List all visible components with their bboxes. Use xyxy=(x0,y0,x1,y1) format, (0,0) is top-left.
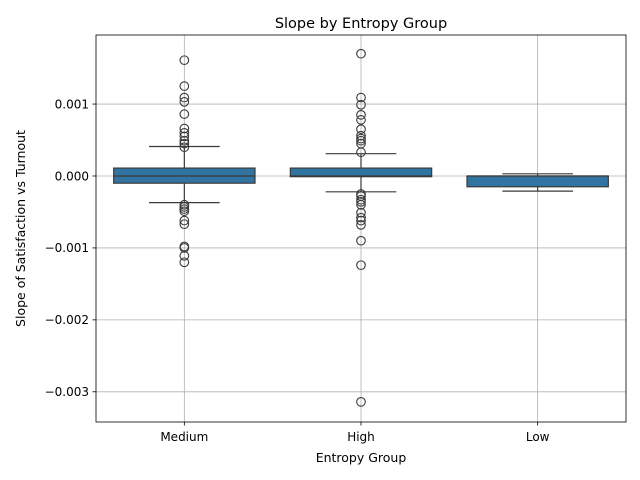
outlier-point xyxy=(356,124,366,135)
axis-ticks: 0.001 0.000 −0.001 −0.002 −0.003 Medium High Lo… xyxy=(45,97,550,444)
x-tick-label: Medium xyxy=(160,430,208,444)
x-tick-label: Low xyxy=(526,430,550,444)
outlier-point xyxy=(179,135,190,146)
box-high xyxy=(289,48,433,407)
outlier-point xyxy=(356,260,366,271)
y-tick-label: 0.000 xyxy=(55,169,89,183)
outlier-point xyxy=(179,109,190,119)
outlier-point xyxy=(356,147,366,158)
box-medium xyxy=(113,55,256,268)
outlier-point xyxy=(356,235,366,246)
chart-title: Slope by Entropy Group xyxy=(275,16,447,32)
iqr-box xyxy=(466,175,609,188)
outlier-point xyxy=(356,212,366,223)
outlier-point xyxy=(179,123,190,134)
outlier-point xyxy=(179,206,190,217)
outlier-point xyxy=(179,131,190,142)
outlier-point xyxy=(179,97,190,107)
outlier-point xyxy=(356,215,366,226)
outlier-point xyxy=(179,257,190,268)
outlier-point xyxy=(179,81,190,91)
box-group xyxy=(113,48,609,407)
x-tick-label: High xyxy=(347,430,375,444)
outlier-point xyxy=(356,92,366,103)
outlier-point xyxy=(356,207,366,218)
outlier-point xyxy=(356,109,366,120)
y-axis-label: Slope of Satisfaction vs Turnout xyxy=(13,130,28,327)
outlier-point xyxy=(356,220,366,230)
outlier-point xyxy=(179,127,190,138)
outlier-point xyxy=(179,243,190,253)
outlier-point xyxy=(356,99,366,110)
outlier-point xyxy=(179,142,190,153)
y-tick-label: −0.003 xyxy=(45,385,89,399)
box-low xyxy=(466,173,609,192)
outlier-point xyxy=(179,215,190,226)
y-tick-label: −0.001 xyxy=(45,241,89,255)
outlier-point xyxy=(356,199,366,210)
outlier-point xyxy=(179,250,190,261)
iqr-box xyxy=(289,167,433,178)
outlier-point xyxy=(356,130,366,141)
outlier-point xyxy=(356,135,366,146)
outlier-point xyxy=(356,115,366,125)
outlier-point xyxy=(356,48,366,59)
outlier-point xyxy=(179,55,190,66)
outlier-point xyxy=(356,197,366,207)
y-tick-label: 0.001 xyxy=(55,97,89,111)
outlier-point xyxy=(179,92,190,103)
outlier-point xyxy=(179,219,190,230)
outlier-point xyxy=(356,397,366,407)
x-axis-label: Entropy Group xyxy=(316,450,407,465)
y-tick-label: −0.002 xyxy=(45,313,89,327)
outlier-point xyxy=(179,138,190,149)
